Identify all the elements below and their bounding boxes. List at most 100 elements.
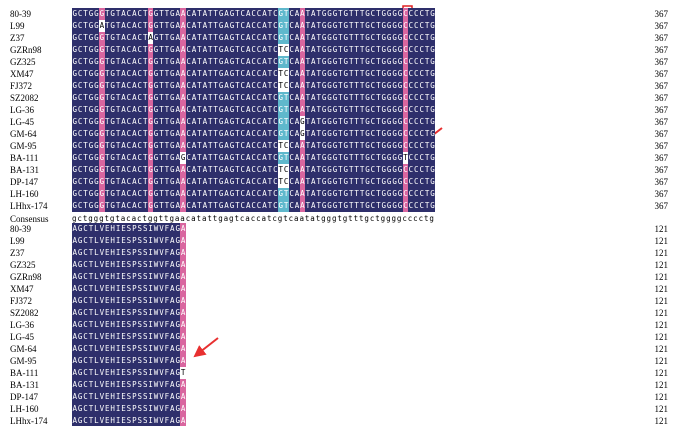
sequence-name: FJ372 [10, 296, 33, 306]
sequence-name: LG-45 [10, 332, 34, 342]
sequence: AGCTLVEHIESPSSIWVFAGA [72, 223, 186, 235]
sequence-end: 121 [654, 344, 669, 354]
sequence: GCTGGGTGTACACTGGTTGAACATATTGAGTCACCATCTC… [72, 164, 436, 176]
sequence-name: 80-39 [10, 9, 31, 19]
sequence: GCTGGGTGTACACTGGTTGAACATATTGAGTCACCATCGT… [72, 200, 436, 212]
sequence-end: 121 [654, 248, 669, 258]
sequence-name: DP-147 [10, 177, 39, 187]
sequence-end: 121 [654, 392, 669, 402]
consensus-label: Consensus [10, 214, 49, 224]
sequence-end: 121 [654, 272, 669, 282]
sequence: AGCTLVEHIESPSSIWVFAGA [72, 355, 186, 367]
sequence: AGCTLVEHIESPSSIWVFAGA [72, 259, 186, 271]
sequence-end: 367 [654, 117, 669, 127]
sequence-name: GM-64 [10, 129, 37, 139]
sequence-name: XM47 [10, 69, 34, 79]
sequence: GCTGGGTGTACACTGGTTGAACATATTGAGTCACCATCGT… [72, 188, 436, 200]
sequence: GCTGGGTGTACACTGGTTGAACATATTGAGTCACCATCTC… [72, 68, 436, 80]
sequence-end: 367 [654, 33, 669, 43]
sequence: AGCTLVEHIESPSSIWVFAGA [72, 403, 186, 415]
sequence-name: LH-160 [10, 404, 39, 414]
sequence: GCTGGGTGTACACTAGTTGAACATATTGAGTCACCATCGT… [72, 32, 436, 44]
sequence-end: 121 [654, 380, 669, 390]
sequence: AGCTLVEHIESPSSIWVFAGA [72, 379, 186, 391]
sequence-name: LG-36 [10, 105, 34, 115]
sequence-end: 121 [654, 368, 669, 378]
sequence-name: XM47 [10, 284, 34, 294]
sequence-end: 121 [654, 296, 669, 306]
sequence-end: 121 [654, 284, 669, 294]
sequence-name: LHhx-174 [10, 416, 48, 426]
sequence: GCTGGGTGTACACTGGTTGAACATATTGAGTCACCATCGT… [72, 56, 436, 68]
sequence-end: 367 [654, 129, 669, 139]
sequence-end: 367 [654, 57, 669, 67]
arrow [193, 337, 219, 358]
sequence-end: 367 [654, 201, 669, 211]
sequence: AGCTLVEHIESPSSIWVFAGT [72, 367, 186, 379]
sequence: AGCTLVEHIESPSSIWVFAGA [72, 331, 186, 343]
sequence-name: BA-131 [10, 165, 39, 175]
sequence: AGCTLVEHIESPSSIWVFAGA [72, 271, 186, 283]
sequence-name: GZRn98 [10, 45, 42, 55]
sequence-name: GM-64 [10, 344, 37, 354]
sequence: AGCTLVEHIESPSSIWVFAGA [72, 391, 186, 403]
consensus: gctgggtgtacactggttgaacatattgagtcaccatcgt… [72, 214, 435, 223]
sequence-end: 121 [654, 224, 669, 234]
sequence-end: 367 [654, 81, 669, 91]
sequence-end: 121 [654, 236, 669, 246]
sequence-name: GM-95 [10, 356, 37, 366]
sequence-end: 367 [654, 105, 669, 115]
sequence-name: Z37 [10, 248, 25, 258]
sequence: AGCTLVEHIESPSSIWVFAGA [72, 235, 186, 247]
sequence: AGCTLVEHIESPSSIWVFAGA [72, 295, 186, 307]
sequence-end: 121 [654, 320, 669, 330]
sequence-name: GZRn98 [10, 272, 42, 282]
sequence: AGCTLVEHIESPSSIWVFAGA [72, 319, 186, 331]
sequence-end: 367 [654, 45, 669, 55]
sequence-name: GZ325 [10, 57, 36, 67]
sequence-name: BA-111 [10, 368, 39, 378]
sequence-name: BA-111 [10, 153, 39, 163]
sequence-name: Z37 [10, 33, 25, 43]
sequence-name: LHhx-174 [10, 201, 48, 211]
sequence-name: LG-36 [10, 320, 34, 330]
sequence-name: SZ2082 [10, 308, 39, 318]
sequence-end: 367 [654, 93, 669, 103]
sequence: GCTGGGTGTACACTGGTTGAACATATTGAGTCACCATCTC… [72, 176, 436, 188]
sequence-end: 121 [654, 260, 669, 270]
sequence: GCTGGGTGTACACTGGTTGAACATATTGAGTCACCATCGT… [72, 104, 436, 116]
sequence-name: L99 [10, 236, 25, 246]
sequence-end: 367 [654, 189, 669, 199]
sequence: AGCTLVEHIESPSSIWVFAGA [72, 415, 186, 426]
sequence-name: FJ372 [10, 81, 33, 91]
sequence-end: 367 [654, 9, 669, 19]
sequence: GCTGGATGTACACTGGTTGAACATATTGAGTCACCATCGT… [72, 20, 436, 32]
sequence: GCTGGGTGTACACTGGTTGAACATATTGAGTCACCATCGT… [72, 128, 436, 140]
sequence-end: 367 [654, 69, 669, 79]
sequence-name: 80-39 [10, 224, 31, 234]
sequence: GCTGGGTGTACACTGGTTGAACATATTGAGTCACCATCGT… [72, 116, 436, 128]
sequence: AGCTLVEHIESPSSIWVFAGA [72, 307, 186, 319]
sequence-name: GZ325 [10, 260, 36, 270]
sequence: GCTGGGTGTACACTGGTTGAACATATTGAGTCACCATCTC… [72, 140, 436, 152]
sequence: AGCTLVEHIESPSSIWVFAGA [72, 247, 186, 259]
sequence-end: 121 [654, 416, 669, 426]
sequence: AGCTLVEHIESPSSIWVFAGA [72, 283, 186, 295]
sequence-name: BA-131 [10, 380, 39, 390]
sequence-end: 367 [654, 177, 669, 187]
sequence-name: LH-160 [10, 189, 39, 199]
sequence-name: GM-95 [10, 141, 37, 151]
sequence: GCTGGGTGTACACTGGTTGAACATATTGAGTCACCATCGT… [72, 8, 436, 20]
sequence: AGCTLVEHIESPSSIWVFAGA [72, 343, 186, 355]
sequence: GCTGGGTGTACACTGGTTGAACATATTGAGTCACCATCTC… [72, 44, 436, 56]
sequence-end: 367 [654, 153, 669, 163]
sequence-end: 367 [654, 21, 669, 31]
sequence-name: L99 [10, 21, 25, 31]
sequence-end: 121 [654, 356, 669, 366]
sequence-end: 121 [654, 308, 669, 318]
sequence-end: 367 [654, 141, 669, 151]
sequence-end: 121 [654, 404, 669, 414]
sequence-name: SZ2082 [10, 93, 39, 103]
sequence: GCTGGGTGTACACTGGTTGAACATATTGAGTCACCATCGT… [72, 92, 436, 104]
